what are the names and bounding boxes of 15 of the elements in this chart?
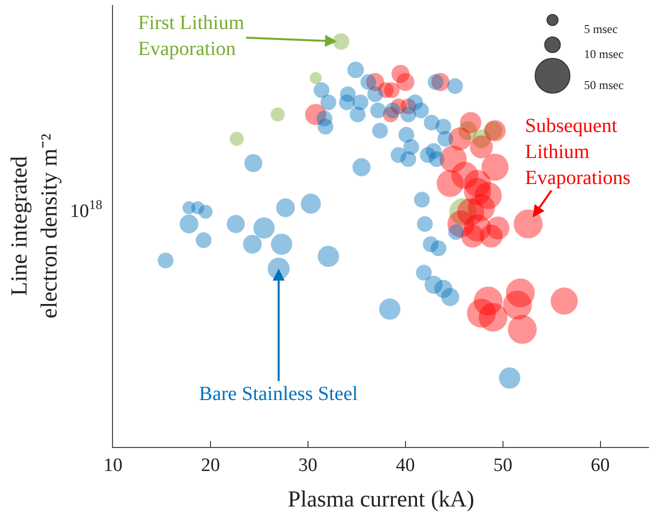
legend-label: 10 msec [584, 47, 624, 61]
x-tick-label: 40 [396, 454, 415, 476]
annotation: First Lithium Evaporation [138, 12, 245, 60]
x-axis-title: Plasma current (kA) [288, 486, 474, 512]
text: 10$^{18}$ [70, 197, 103, 222]
annotation: Bare Stainless Steel [199, 383, 358, 405]
annotation: Subsequent Lithium Evaporations [525, 115, 631, 189]
legend-label: 50 msec [584, 78, 624, 92]
x-tick-label: 60 [590, 454, 610, 476]
legend-label: 5 msec [584, 22, 618, 36]
x-tick-label: 10 [104, 454, 122, 476]
x-tick-label: 20 [200, 454, 220, 476]
x-tick-label: 30 [298, 454, 318, 476]
x-tick-label: 50 [493, 454, 512, 476]
y-axis-title: Line integrated electron density m⁻² [6, 134, 62, 318]
